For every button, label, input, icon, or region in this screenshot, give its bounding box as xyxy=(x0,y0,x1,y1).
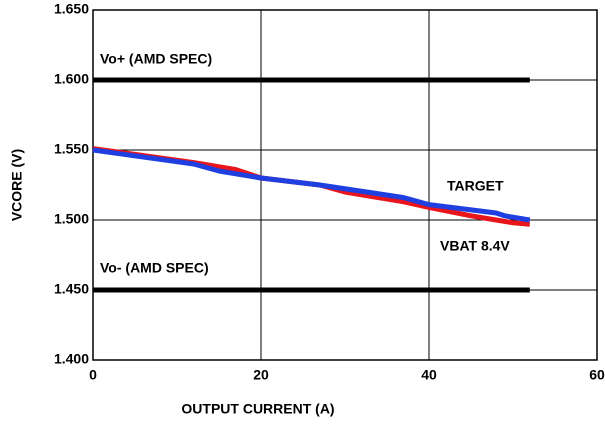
x-tick-label: 20 xyxy=(253,367,269,383)
series-line xyxy=(92,146,531,227)
y-tick-label: 1.500 xyxy=(54,211,89,227)
y-tick-label: 1.400 xyxy=(54,351,89,367)
x-tick-label: 60 xyxy=(589,367,605,383)
y-axis-title: VCORE (V) xyxy=(9,149,25,221)
series-label: Vo- (AMD SPEC) xyxy=(100,260,209,276)
y-tick-label: 1.650 xyxy=(54,1,89,17)
series-label: Vo+ (AMD SPEC) xyxy=(100,51,212,67)
y-tick-label: 1.450 xyxy=(54,281,89,297)
series-label: TARGET xyxy=(447,178,504,194)
y-tick-label: 1.550 xyxy=(54,141,89,157)
x-axis-title: OUTPUT CURRENT (A) xyxy=(181,401,334,417)
y-tick-label: 1.600 xyxy=(54,71,89,87)
series-line xyxy=(92,147,531,223)
series-label: VBAT 8.4V xyxy=(440,238,510,254)
x-tick-label: 40 xyxy=(421,367,437,383)
x-tick-label: 0 xyxy=(89,367,97,383)
